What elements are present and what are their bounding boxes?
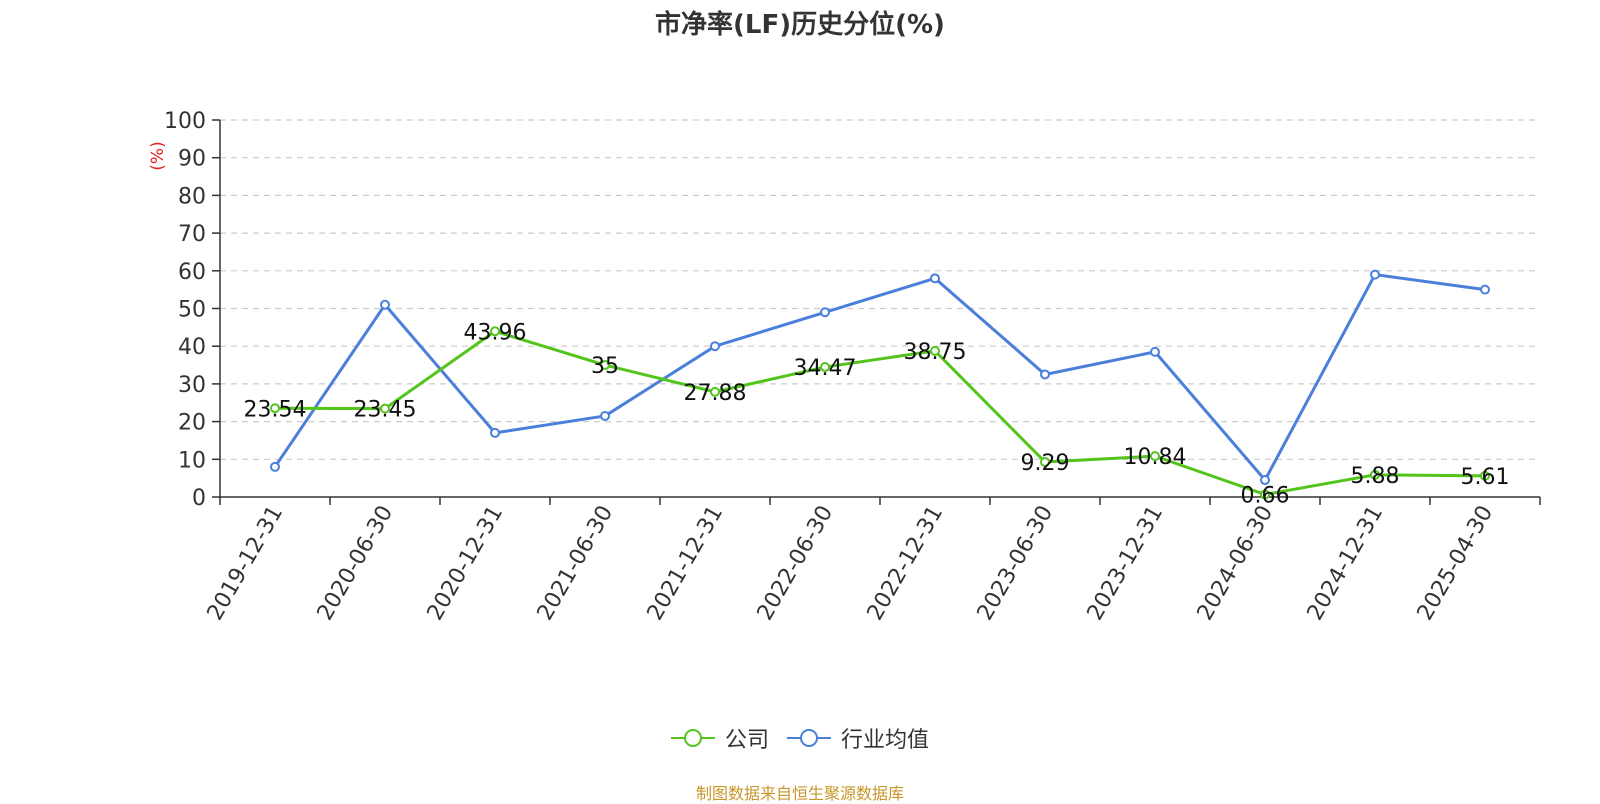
x-tick-label: 2025-04-30 bbox=[1413, 502, 1499, 625]
data-source: 制图数据来自恒生聚源数据库 bbox=[695, 784, 904, 803]
x-tick-label: 2022-12-31 bbox=[863, 502, 949, 625]
data-point-1 bbox=[1150, 346, 1160, 357]
data-point-0 bbox=[820, 362, 830, 373]
y-tick-label: 10 bbox=[178, 448, 206, 473]
x-tick-label: 2023-12-31 bbox=[1083, 502, 1169, 625]
data-label: 27.88 bbox=[684, 381, 747, 406]
data-point-0 bbox=[1260, 489, 1270, 500]
data-point-1 bbox=[1370, 269, 1380, 280]
data-point-0 bbox=[1480, 470, 1490, 481]
data-label: 0.66 bbox=[1241, 484, 1290, 509]
series-line-0 bbox=[274, 329, 1486, 497]
legend-label-industry-avg: 行业均值 bbox=[841, 728, 930, 753]
data-label: 10.84 bbox=[1124, 445, 1187, 470]
data-label: 34.47 bbox=[794, 356, 857, 381]
data-point-1 bbox=[1260, 475, 1270, 486]
data-label: 5.61 bbox=[1461, 465, 1510, 490]
data-point-0 bbox=[490, 326, 500, 337]
y-tick-label: 20 bbox=[178, 411, 206, 436]
data-point-1 bbox=[380, 299, 390, 310]
y-tick-label: 80 bbox=[178, 184, 206, 209]
legend-label-company: 公司 bbox=[724, 728, 769, 753]
y-tick-label: 0 bbox=[192, 486, 206, 511]
y-tick-label: 30 bbox=[178, 373, 206, 398]
data-point-1 bbox=[710, 341, 720, 352]
x-tick-label: 2020-06-30 bbox=[313, 502, 399, 625]
data-point-1 bbox=[930, 273, 940, 284]
y-tick-label: 100 bbox=[164, 109, 206, 134]
data-point-1 bbox=[490, 427, 500, 438]
y-tick-label: 90 bbox=[178, 147, 206, 172]
data-label: 5.88 bbox=[1351, 464, 1400, 489]
data-label: 35 bbox=[591, 354, 619, 379]
legend-item-industry-avg[interactable]: 行业均值 bbox=[787, 722, 929, 754]
x-tick-label: 2019-12-31 bbox=[203, 502, 289, 625]
y-tick-label: 50 bbox=[178, 298, 206, 323]
y-axis-label: (%) bbox=[148, 141, 168, 170]
data-point-0 bbox=[380, 403, 390, 414]
chart-title: 市净率(LF)历史分位(%) bbox=[655, 10, 945, 40]
x-tick-label: 2020-12-31 bbox=[423, 502, 509, 625]
data-point-1 bbox=[1040, 369, 1050, 380]
data-point-0 bbox=[600, 360, 610, 371]
y-tick-label: 60 bbox=[178, 260, 206, 285]
data-point-1 bbox=[820, 307, 830, 318]
data-point-0 bbox=[1370, 469, 1380, 480]
legend: 公司 行业均值 bbox=[0, 722, 1600, 754]
data-label: 23.54 bbox=[244, 397, 307, 422]
x-tick-label: 2024-12-31 bbox=[1303, 502, 1389, 625]
x-tick-label: 2021-06-30 bbox=[533, 502, 619, 625]
data-label: 9.29 bbox=[1021, 451, 1070, 476]
legend-marker-company bbox=[670, 729, 715, 747]
data-label: 38.75 bbox=[904, 340, 967, 365]
data-point-1 bbox=[270, 461, 280, 472]
x-tick-label: 2022-06-30 bbox=[753, 502, 839, 625]
data-point-1 bbox=[600, 410, 610, 421]
data-point-0 bbox=[710, 386, 720, 397]
x-tick-label: 2024-06-30 bbox=[1193, 502, 1279, 625]
data-point-0 bbox=[930, 345, 940, 356]
y-tick-label: 70 bbox=[178, 222, 206, 247]
data-label: 23.45 bbox=[354, 398, 417, 423]
y-tick-label: 40 bbox=[178, 335, 206, 360]
data-label: 43.96 bbox=[464, 320, 527, 345]
x-tick-label: 2021-12-31 bbox=[643, 502, 729, 625]
legend-item-company[interactable]: 公司 bbox=[670, 722, 769, 754]
x-tick-label: 2023-06-30 bbox=[973, 502, 1059, 625]
data-point-0 bbox=[1040, 456, 1050, 467]
data-point-0 bbox=[270, 403, 280, 414]
legend-marker-industry-avg bbox=[787, 729, 831, 747]
data-point-1 bbox=[1480, 284, 1490, 295]
series-line-1 bbox=[273, 273, 1486, 482]
data-point-0 bbox=[1150, 451, 1160, 462]
